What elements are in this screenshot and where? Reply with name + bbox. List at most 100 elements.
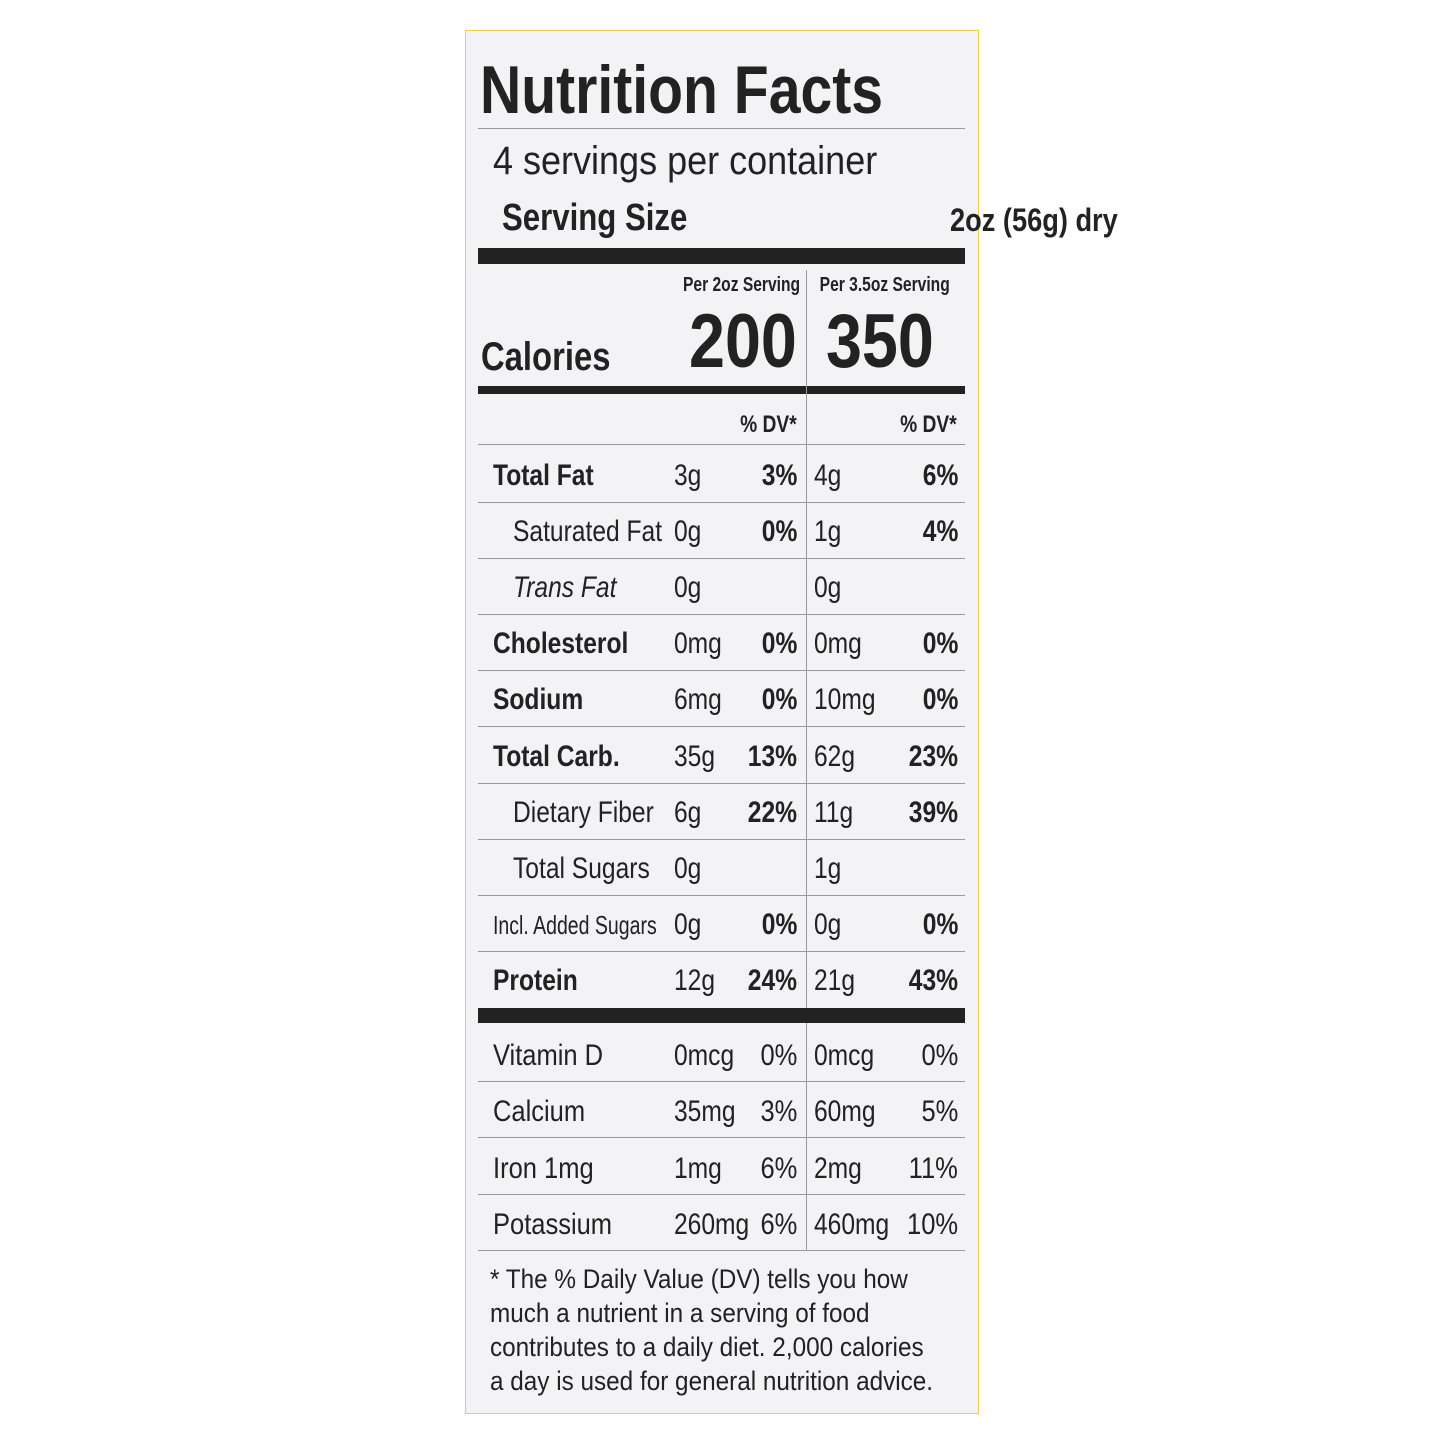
medium-bar (478, 386, 965, 394)
amount: 0mcg (674, 1039, 735, 1072)
amount: 4g (814, 459, 842, 492)
row-line (478, 1137, 965, 1139)
daily-value: 4% (922, 515, 958, 549)
daily-value: 0% (922, 627, 958, 661)
amount: 2mg (814, 1151, 862, 1185)
amount: 1g (814, 515, 842, 549)
daily-value: 10% (906, 1207, 958, 1241)
daily-value: 0% (761, 683, 797, 717)
amount: 1mg (674, 1151, 722, 1185)
amount: 0g (814, 907, 842, 941)
footnote-line: a day is used for general nutrition advi… (490, 1365, 934, 1396)
amount: 0g (814, 571, 842, 605)
amount: 6mg (674, 683, 722, 717)
daily-value: 0% (921, 1039, 958, 1072)
calories-value: 200 (689, 299, 797, 384)
daily-value: 0% (922, 683, 958, 717)
daily-value: 5% (921, 1095, 958, 1129)
serving-size-value: 2oz (56g) dry (950, 202, 1118, 238)
daily-value: 0% (761, 515, 797, 549)
daily-value: 6% (760, 1151, 797, 1185)
daily-value: 24% (747, 963, 797, 997)
row-line (478, 1081, 965, 1082)
daily-value: 0% (760, 1039, 797, 1072)
row-line (478, 726, 965, 728)
nutrient-name: Cholesterol (493, 627, 629, 661)
nutrient-name: Saturated Fat (513, 515, 663, 549)
amount: 260mg (674, 1207, 750, 1241)
amount: 62g (814, 739, 856, 773)
amount: 460mg (814, 1207, 890, 1241)
amount: 0g (674, 515, 702, 549)
amount: 0g (674, 571, 702, 605)
daily-value: 43% (908, 963, 958, 997)
calories-value: 350 (826, 299, 934, 384)
nutrient-name: Total Carb. (493, 739, 620, 773)
vitamin-name: Iron 1mg (493, 1151, 594, 1185)
nutrient-name: Incl. Added Sugars (493, 909, 657, 940)
calories-label: Calories (481, 335, 611, 379)
vitamin-name: Vitamin D (493, 1039, 604, 1072)
amount: 35g (674, 739, 716, 773)
title: Nutrition Facts (480, 52, 884, 128)
row-line (478, 894, 965, 896)
daily-value: 6% (922, 459, 958, 492)
daily-value: 3% (760, 1095, 797, 1129)
thick-bar (478, 1008, 965, 1023)
row-line (478, 838, 965, 840)
amount: 6g (674, 795, 702, 829)
daily-value: 22% (747, 795, 797, 829)
daily-value: 13% (747, 739, 797, 773)
daily-value: 39% (908, 795, 958, 829)
footnote-line: much a nutrient in a serving of food (490, 1297, 870, 1328)
thick-bar (478, 248, 965, 264)
daily-value: 6% (760, 1207, 797, 1241)
amount: 60mg (814, 1095, 876, 1129)
row-line (478, 444, 965, 445)
row-line (478, 558, 965, 560)
daily-value: 3% (761, 459, 797, 492)
vitamin-name: Calcium (493, 1095, 586, 1129)
row-line (478, 1193, 965, 1195)
daily-value: 0% (922, 907, 958, 941)
nutrient-name: Total Sugars (513, 851, 650, 885)
footnote-line: * The % Daily Value (DV) tells you how (490, 1263, 908, 1294)
dv-header: % DV* (740, 411, 797, 438)
divider (478, 128, 965, 129)
amount: 1g (814, 851, 842, 885)
amount: 0g (674, 907, 702, 941)
amount: 35mg (674, 1095, 736, 1129)
column-divider (806, 270, 807, 1251)
daily-value: 23% (908, 739, 958, 773)
amount: 0mg (814, 627, 862, 661)
nutrient-name: Total Fat (493, 459, 594, 492)
row-line (478, 950, 965, 952)
amount: 11g (814, 795, 854, 829)
servings: 4 servings per container (493, 139, 878, 183)
column-header: Per 2oz Serving (682, 274, 800, 296)
amount: 0g (674, 851, 702, 885)
amount: 0mcg (814, 1039, 875, 1072)
serving-size-label: Serving Size (502, 197, 688, 239)
row-line (478, 670, 965, 672)
vitamin-name: Potassium (493, 1207, 613, 1241)
nutrient-name: Dietary Fiber (513, 795, 654, 829)
dv-header: % DV* (900, 411, 957, 438)
nutrient-name: Sodium (493, 683, 584, 717)
amount: 12g (674, 963, 716, 997)
amount: 21g (814, 963, 856, 997)
nutrient-name: Protein (493, 963, 578, 997)
amount: 3g (674, 459, 702, 492)
row-line (478, 614, 965, 616)
daily-value: 0% (761, 627, 797, 661)
footnote-line: contributes to a daily diet. 2,000 calor… (490, 1331, 924, 1362)
row-line (478, 502, 965, 503)
row-line (478, 782, 965, 784)
column-header: Per 3.5oz Serving (819, 274, 950, 296)
row-line (478, 1249, 965, 1251)
daily-value: 0% (761, 907, 797, 941)
amount: 0mg (674, 627, 722, 661)
amount: 10mg (814, 683, 876, 717)
nutrient-name: Trans Fat (513, 571, 617, 605)
